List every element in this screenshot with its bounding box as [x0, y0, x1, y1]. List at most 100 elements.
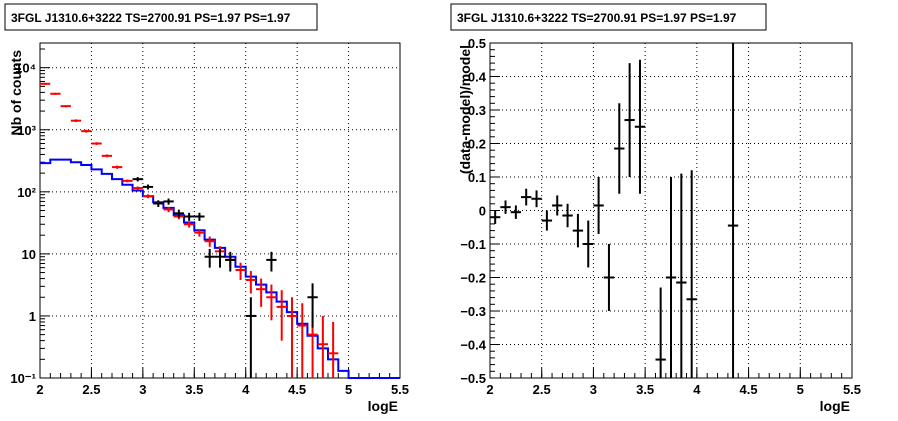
counts-data-point: [245, 297, 256, 378]
residual-x-tick-label: 2: [486, 382, 493, 397]
counts-y-tick-label: 10⁻¹: [10, 371, 36, 386]
counts-x-tick-label: 2: [36, 382, 43, 397]
counts-predicted-point: [256, 278, 267, 307]
counts-predicted-point: [142, 194, 154, 199]
residual-y-tick-label: 0.3: [468, 103, 486, 118]
residual-residuals-point: [552, 195, 563, 216]
residual-series: [490, 43, 739, 378]
residual-residuals-point: [521, 188, 532, 206]
residual-residuals-point: [603, 244, 615, 311]
residual-residuals-point: [686, 170, 697, 378]
counts-predicted-point: [60, 105, 71, 108]
counts-data-point: [132, 177, 143, 182]
residual-residuals-point: [510, 205, 522, 219]
residual-residuals-point: [583, 220, 594, 268]
residual-residuals-point: [655, 287, 666, 378]
counts-predicted-point: [132, 186, 143, 190]
counts-x-tick-label: 2.5: [82, 382, 100, 397]
counts-predicted-point: [286, 297, 298, 378]
residual-y-tick-label: 0: [479, 204, 486, 219]
residual-x-tick-label: 2.5: [533, 382, 551, 397]
counts-predicted-point: [70, 119, 82, 123]
counts-x-tick-label: 4.5: [288, 382, 306, 397]
counts-predicted-point: [184, 221, 195, 228]
residual-x-tick-label: 4.5: [740, 382, 758, 397]
residual-residuals-point: [490, 210, 501, 224]
counts-predicted-point: [245, 270, 256, 294]
counts-x-tick-label: 5.5: [391, 382, 409, 397]
counts-predicted-point: [297, 303, 308, 378]
counts-x-axis-label: logE: [368, 398, 398, 414]
counts-predicted-point: [328, 321, 339, 378]
counts-predicted-point: [122, 179, 133, 183]
residual-axis-ticks: 2 2.5 3 3.5 4 4.5 5 5.5 −0.5 −0.4 −0.3 −0.2 −0.1 0 0.1…: [460, 36, 861, 397]
counts-grid: [40, 43, 400, 378]
counts-data-point: [266, 251, 277, 272]
residual-x-tick-label: 3.5: [636, 382, 654, 397]
counts-predicted-point: [91, 142, 102, 145]
residual-residuals-point: [562, 203, 573, 228]
counts-predicted-point: [101, 154, 112, 158]
counts-y-tick-label: 10⁴: [15, 61, 36, 76]
residual-residuals-point: [676, 173, 687, 378]
counts-data-point: [204, 248, 215, 268]
counts-data-point: [225, 251, 236, 272]
counts-y-tick-label: 10: [22, 247, 36, 262]
counts-data-point: [163, 198, 174, 205]
counts-predicted-point: [276, 290, 287, 341]
residual-x-tick-label: 4: [693, 382, 701, 397]
residual-y-tick-label: −0.1: [460, 237, 486, 252]
residual-y-tick-label: 0.1: [468, 170, 486, 185]
residual-residuals-point: [531, 190, 542, 208]
counts-panel: 3FGL J1310.6+3222 TS=2700.91 PS=1.97 PS=…: [4, 3, 409, 414]
counts-data-point: [142, 184, 154, 190]
counts-y-tick-label: 10³: [17, 123, 36, 138]
counts-predicted-point: [40, 82, 51, 85]
counts-predicted-point: [112, 165, 123, 169]
residual-title: 3FGL J1310.6+3222 TS=2700.91 PS=1.97 PS=…: [457, 11, 737, 25]
counts-x-tick-label: 5: [345, 382, 352, 397]
counts-title: 3FGL J1310.6+3222 TS=2700.91 PS=1.97 PS=…: [11, 11, 291, 25]
counts-predicted-point: [50, 92, 61, 95]
counts-data-point: [153, 200, 164, 207]
counts-predicted-point: [163, 206, 174, 213]
counts-series: [40, 82, 400, 379]
counts-y-tick-label: 10²: [17, 185, 36, 200]
residual-residuals-point: [634, 59, 646, 194]
counts-y-axis-label: Nb of counts: [8, 50, 24, 136]
counts-data-point: [214, 248, 226, 268]
counts-predicted-point: [204, 236, 215, 247]
residual-residuals-point: [614, 103, 625, 194]
residual-residuals-point: [572, 213, 584, 248]
residual-residuals-point: [541, 210, 553, 231]
residual-title-box: [450, 3, 767, 31]
residual-residuals-point: [593, 177, 604, 234]
counts-predicted-point: [81, 129, 92, 133]
counts-plot-frame: [39, 42, 401, 379]
counts-model-step-line: [40, 158, 400, 379]
counts-data-point: [307, 283, 318, 328]
residual-y-tick-label: −0.3: [460, 304, 486, 319]
residual-y-tick-label: 0.5: [468, 36, 486, 51]
counts-axis-ticks: 2 2.5 3 3.5 4 4.5 5 5.5 10⁻¹ 1 10 10² 10³ 10⁴: [10, 48, 409, 397]
residual-y-tick-label: 0.4: [468, 70, 487, 85]
residual-x-tick-label: 5: [797, 382, 804, 397]
counts-x-tick-label: 3: [139, 382, 146, 397]
residual-y-axis-label: (data-model)/model: [457, 45, 473, 174]
counts-data-point: [184, 212, 195, 221]
residual-residuals-point: [665, 177, 677, 378]
residual-x-tick-label: 5.5: [843, 382, 861, 397]
residual-y-tick-label: 0.2: [468, 137, 486, 152]
counts-x-tick-label: 3.5: [185, 382, 203, 397]
residual-y-tick-label: −0.5: [460, 371, 486, 386]
counts-x-tick-label: 4: [242, 382, 250, 397]
residual-residuals-point: [727, 43, 739, 378]
counts-data-point: [194, 212, 205, 221]
residual-panel: 3FGL J1310.6+3222 TS=2700.91 PS=1.97 PS=…: [450, 3, 861, 414]
counts-predicted-point: [235, 262, 246, 280]
residual-x-tick-label: 3: [590, 382, 597, 397]
counts-predicted-point: [317, 315, 328, 378]
residual-residuals-point: [500, 200, 511, 214]
residual-y-tick-label: −0.4: [460, 338, 486, 353]
